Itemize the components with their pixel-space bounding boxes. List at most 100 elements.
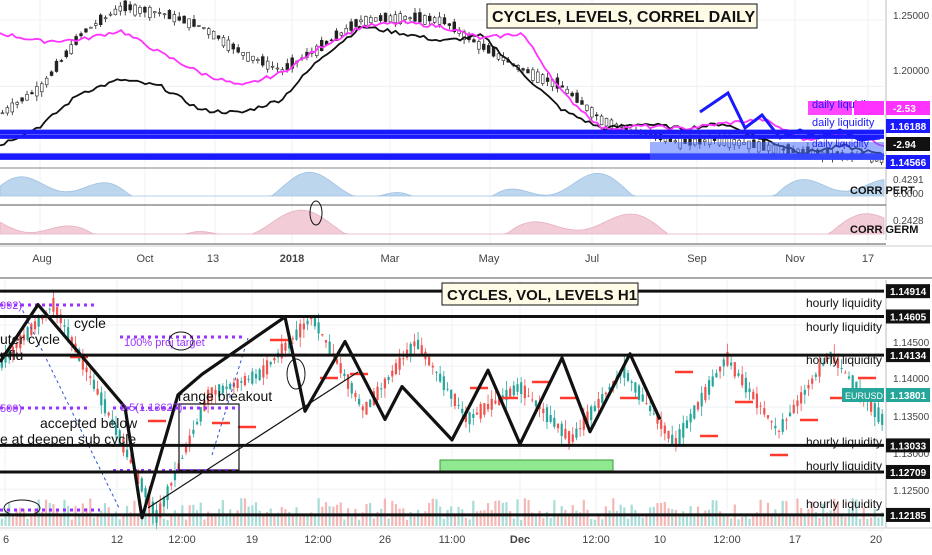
bottom-candle-body [229,383,232,389]
bottom-candle-body [656,414,659,424]
volume-bar [0,518,3,526]
bottom-candle-body [265,360,269,375]
volume-bar [667,508,670,526]
top-candle-body [275,67,280,70]
bottom-candle-body [582,416,585,430]
volume-bar [144,498,147,526]
volume-bar [59,514,62,526]
volume-bar [424,511,427,526]
bottom-candle-body [564,428,567,439]
bottom-candle-body [439,373,442,382]
bottom-candle-body [707,380,711,395]
volume-bar [497,500,501,526]
top-candle-body [447,23,452,26]
liquidity-label: hourly liquidity [806,320,882,334]
top-candle-body [172,14,177,23]
volume-bar [590,519,593,526]
bottom-candle-body [700,392,703,407]
top-candle-body [521,68,525,71]
bottom-candle-body [280,343,283,359]
corr-pert-area [0,171,885,197]
top-candle-body [560,85,565,88]
top-liquidity-levels [0,101,884,160]
bottom-candle-body [575,428,578,438]
bottom-time-axis[interactable]: 6 12 12:00 19 12:00 26 11:00 Dec 12:00 10 12:00 17 2… [0,527,932,546]
bottom-axis-tick: 1.14000 [893,374,930,385]
top-candle-body [604,118,609,127]
volume-bar [229,509,232,526]
bottom-candle-body [391,370,394,377]
bottom-candle-body [48,308,51,310]
volume-bar [269,508,272,526]
bottom-candle-body [512,385,515,396]
volume-bar [549,517,552,526]
bottom-candle-body [413,341,416,347]
level-tag-value: 1.14914 [890,287,927,298]
volume-bar [759,499,762,526]
volume-bar [420,513,423,526]
bottom-candle-body [67,327,70,340]
bottom-candle-body [284,342,287,351]
bottom-candle-body [626,373,630,381]
top-candle-body [565,88,569,94]
bottom-candle-body [803,389,806,395]
bottom-candle-body [144,488,147,498]
volume-bar [556,516,560,526]
blue-zone [650,142,884,160]
top-candle-body [373,17,378,22]
bottom-candle-body [236,378,239,388]
bottom-candle-body [490,398,493,410]
volume-bar [265,511,269,526]
volume-bar [30,515,33,526]
bottom-candle-body [335,359,339,364]
top-candle-body [25,94,29,101]
bottom-candle-body [851,375,854,389]
volume-bar [11,514,14,526]
volume-bar [520,519,523,526]
top-candle-body [393,14,398,23]
top-candle-body [118,5,123,12]
volume-bar [140,516,143,526]
bottom-candle-body [545,407,549,423]
volume-bar [483,510,486,526]
bottom-axis-tick: 1.14500 [893,338,930,349]
bottom-candle-body [302,323,305,330]
bottom-candle-body [542,408,545,414]
top-time-axis[interactable]: Aug Oct 13 2018 Mar May Jul Sep Nov 17 [0,245,932,265]
bottom-candle-body [608,386,611,391]
bottom-candle-body [4,353,7,363]
bottom-candle-body [792,404,795,413]
bottom-candle-body [472,413,475,418]
hand-circle [3,499,41,517]
bottom-candle-body [221,385,224,393]
tag-magenta: -2.53 [854,101,930,115]
top-candle-body [148,6,152,19]
bottom-candle-body [317,322,320,334]
bottom-candle-body [509,388,512,397]
volume-bar [711,500,714,526]
top-candle-body [261,56,265,66]
volume-bar [240,498,243,526]
volume-bar [685,516,689,526]
bottom-candle-body [571,434,574,442]
volume-bar [317,498,320,526]
annotation-cycle: cycle [74,315,106,331]
bottom-candle-body [637,385,641,400]
bottom-candle-body [674,438,677,448]
bottom-candle-body [766,415,770,419]
bottom-candle-body [380,388,383,390]
bottom-candle-body [243,376,247,386]
bottom-candle-body [151,501,154,516]
bottom-candle-body [483,403,486,415]
volume-bar [737,519,740,526]
bottom-candle-body [689,413,692,423]
top-candle-body [15,102,19,105]
top-candle-body [123,0,127,12]
top-candle-body [59,60,64,62]
bottom-candle-body [431,365,434,368]
bottom-candle-body [560,423,563,437]
volume-bar [615,510,619,526]
top-candle-body [207,28,211,35]
